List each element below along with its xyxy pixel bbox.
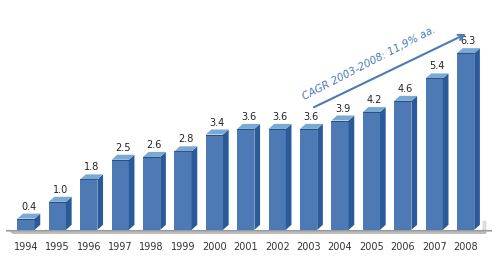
- Text: 3.9: 3.9: [335, 103, 351, 114]
- Text: 2.5: 2.5: [115, 143, 131, 153]
- Polygon shape: [17, 214, 40, 219]
- Polygon shape: [394, 101, 411, 230]
- Text: 2.6: 2.6: [147, 140, 162, 150]
- Text: 3.6: 3.6: [272, 112, 288, 122]
- Polygon shape: [143, 152, 166, 157]
- Polygon shape: [457, 48, 480, 53]
- Polygon shape: [457, 53, 474, 230]
- Polygon shape: [426, 78, 443, 230]
- Polygon shape: [286, 124, 291, 230]
- Polygon shape: [34, 214, 40, 230]
- Polygon shape: [174, 146, 197, 151]
- Polygon shape: [268, 129, 286, 230]
- Text: 3.6: 3.6: [304, 112, 319, 122]
- Text: CAGR 2003-2008: 11,9% aa.: CAGR 2003-2008: 11,9% aa.: [300, 24, 437, 101]
- Polygon shape: [223, 130, 229, 230]
- Polygon shape: [474, 48, 480, 230]
- Polygon shape: [17, 219, 34, 230]
- Polygon shape: [160, 152, 166, 230]
- Text: 3.6: 3.6: [241, 112, 256, 122]
- Polygon shape: [98, 174, 103, 230]
- Polygon shape: [394, 96, 417, 101]
- Polygon shape: [254, 124, 260, 230]
- Polygon shape: [80, 174, 103, 179]
- Text: 1.8: 1.8: [84, 162, 99, 172]
- Polygon shape: [112, 160, 129, 230]
- Text: 2.8: 2.8: [178, 134, 194, 144]
- Polygon shape: [426, 74, 449, 78]
- Polygon shape: [331, 116, 354, 120]
- Polygon shape: [49, 197, 72, 202]
- Text: 5.4: 5.4: [429, 61, 445, 71]
- Polygon shape: [143, 157, 160, 230]
- Polygon shape: [66, 197, 72, 230]
- Polygon shape: [300, 124, 323, 129]
- Polygon shape: [483, 221, 486, 233]
- Polygon shape: [380, 107, 385, 230]
- Text: 0.4: 0.4: [21, 202, 36, 212]
- Polygon shape: [49, 202, 66, 230]
- Polygon shape: [300, 129, 317, 230]
- Polygon shape: [206, 134, 223, 230]
- Polygon shape: [10, 231, 486, 233]
- Text: 4.2: 4.2: [367, 95, 382, 105]
- Polygon shape: [331, 120, 349, 230]
- Polygon shape: [112, 155, 134, 160]
- Polygon shape: [237, 129, 254, 230]
- Polygon shape: [174, 151, 192, 230]
- Text: 6.3: 6.3: [461, 36, 476, 46]
- Polygon shape: [363, 112, 380, 230]
- Polygon shape: [80, 179, 98, 230]
- Polygon shape: [363, 107, 385, 112]
- Text: 4.6: 4.6: [398, 84, 413, 94]
- Polygon shape: [411, 96, 417, 230]
- Polygon shape: [192, 146, 197, 230]
- Polygon shape: [268, 124, 291, 129]
- Polygon shape: [349, 116, 354, 230]
- Text: 3.4: 3.4: [210, 118, 225, 127]
- Polygon shape: [443, 74, 449, 230]
- Polygon shape: [129, 155, 134, 230]
- Polygon shape: [237, 124, 260, 129]
- Text: 1.0: 1.0: [53, 185, 68, 195]
- Polygon shape: [317, 124, 323, 230]
- Polygon shape: [206, 130, 229, 134]
